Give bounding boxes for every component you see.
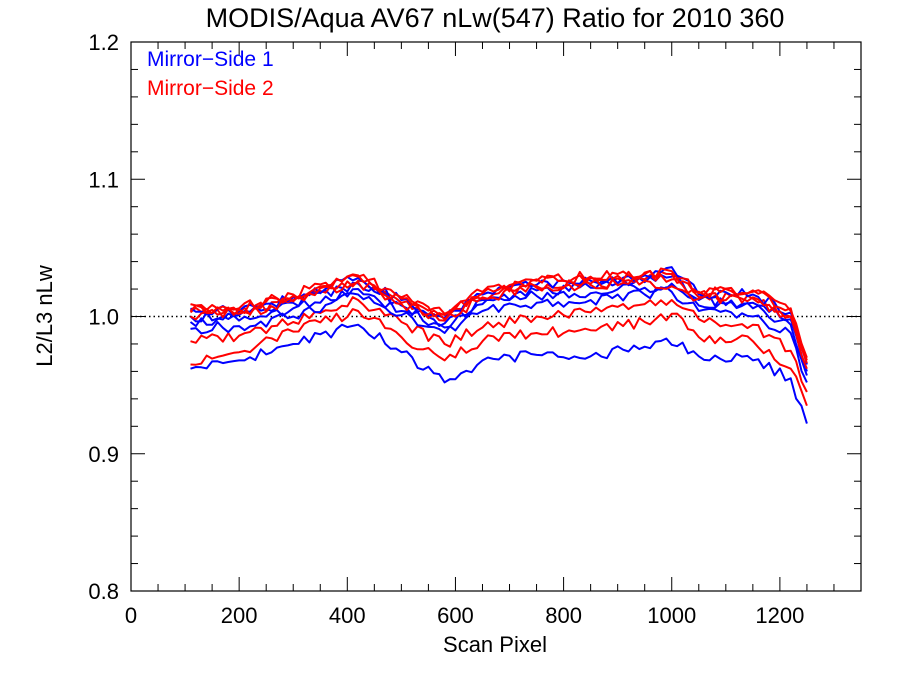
y-axis-label: L2/L3 nLw	[32, 265, 57, 367]
series-line-9	[190, 267, 808, 361]
x-axis-label: Scan Pixel	[443, 632, 547, 657]
series-line-1	[190, 323, 808, 424]
legend: Mirror−Side 1 Mirror−Side 2	[147, 48, 274, 100]
series-layer	[189, 266, 808, 424]
y-tick-label: 1.1	[88, 167, 119, 192]
series-line-3	[190, 296, 808, 393]
x-tick-label: 800	[545, 603, 582, 628]
x-tick-label: 1000	[647, 603, 696, 628]
y-tick-label: 1.2	[88, 30, 119, 55]
x-tick-label: 200	[221, 603, 258, 628]
series-line-11	[190, 276, 808, 364]
x-tick-label: 400	[329, 603, 366, 628]
legend-entry-mirror-side-2: Mirror−Side 2	[147, 77, 274, 100]
series-line-10	[189, 269, 808, 359]
chart-title: MODIS/Aqua AV67 nLw(547) Ratio for 2010 …	[206, 3, 785, 33]
legend-entry-mirror-side-1: Mirror−Side 1	[147, 48, 274, 71]
x-tick-label: 600	[437, 603, 474, 628]
y-tick-label: 0.8	[88, 579, 119, 604]
series-line-2	[190, 308, 808, 407]
y-tick-label: 1.0	[88, 305, 119, 330]
y-tick-label: 0.9	[88, 442, 119, 467]
x-tick-label: 0	[125, 603, 137, 628]
series-line-4	[190, 286, 808, 383]
x-tick-label: 1200	[755, 603, 804, 628]
